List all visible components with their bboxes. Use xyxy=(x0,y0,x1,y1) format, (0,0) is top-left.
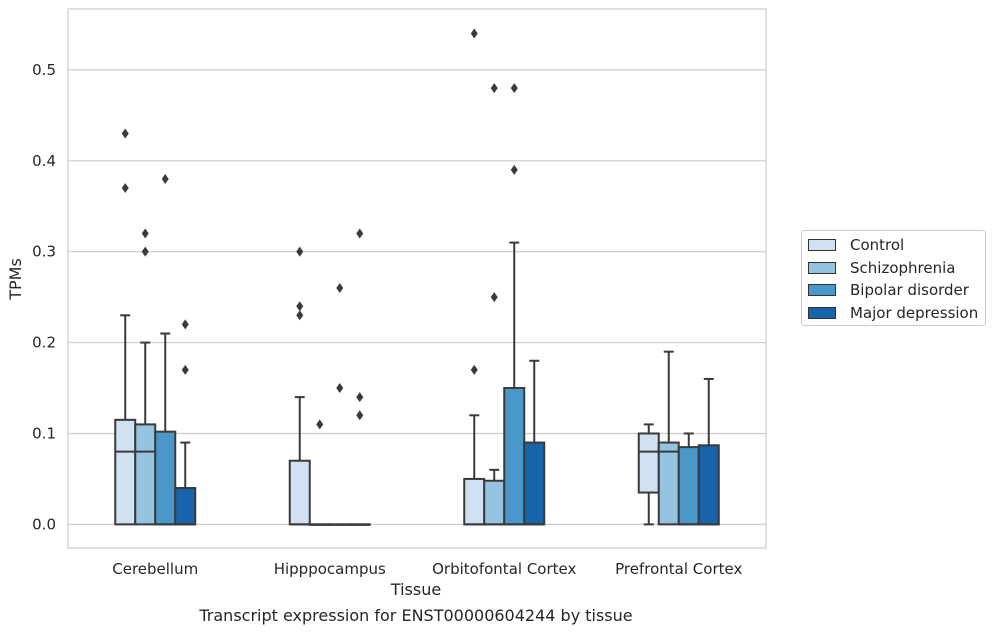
box-group-schizophrenia xyxy=(308,419,331,526)
legend-swatch-bipolar-disorder xyxy=(808,284,836,296)
box-group-schizophrenia xyxy=(483,83,506,526)
box-group-schizophrenia xyxy=(657,350,680,526)
outlier-point xyxy=(336,283,344,294)
outlier-point xyxy=(336,383,344,394)
outlier-point xyxy=(510,83,518,94)
y-tick-label: 0.5 xyxy=(32,61,56,79)
legend-label-bipolar-disorder: Bipolar disorder xyxy=(850,281,969,299)
box-group-control xyxy=(463,28,486,526)
y-tick-label: 0.0 xyxy=(32,515,56,533)
outlier-point xyxy=(510,164,518,175)
box-group-major-depression xyxy=(523,359,546,526)
legend-swatch-major-depression xyxy=(808,307,836,319)
outlier-point xyxy=(121,183,129,194)
plot-frame xyxy=(67,8,767,549)
legend-item-bipolar-disorder: Bipolar disorder xyxy=(808,280,969,300)
box-group-major-depression xyxy=(697,377,720,526)
box xyxy=(174,487,197,526)
legend-swatch-schizophrenia xyxy=(808,262,836,274)
y-axis-ticks: 0.0 0.1 0.2 0.3 0.4 0.5 xyxy=(32,61,56,533)
legend-item-major-depression: Major depression xyxy=(808,303,978,323)
box xyxy=(114,418,137,526)
outlier-point xyxy=(161,173,169,184)
outlier-point xyxy=(181,364,189,375)
outlier-point xyxy=(296,301,304,312)
box xyxy=(288,459,311,526)
box xyxy=(697,444,720,526)
legend: Control Schizophrenia Bipolar disorder M… xyxy=(801,230,986,326)
outlier-point xyxy=(490,83,498,94)
legend-item-schizophrenia: Schizophrenia xyxy=(808,258,955,278)
outlier-point xyxy=(490,292,498,303)
box-group-schizophrenia xyxy=(134,228,157,526)
outlier-point xyxy=(141,246,149,257)
box xyxy=(637,432,660,494)
y-axis-label: TPMs xyxy=(6,258,25,301)
box xyxy=(483,479,506,526)
outlier-point xyxy=(181,319,189,330)
outlier-point xyxy=(296,246,304,257)
y-tick-label: 0.1 xyxy=(32,424,56,442)
legend-swatch-control xyxy=(808,239,836,251)
x-tick-label: Hipppocampus xyxy=(274,560,386,578)
box-group-bipolar-disorder xyxy=(328,283,351,526)
box-group-major-depression xyxy=(174,319,197,526)
outlier-point xyxy=(121,128,129,139)
y-tick-label: 0.3 xyxy=(32,243,56,261)
box-group-control xyxy=(114,128,137,526)
legend-label-major-depression: Major depression xyxy=(850,304,979,322)
x-tick-label: Prefrontal Cortex xyxy=(615,560,742,578)
outlier-point xyxy=(316,419,324,430)
box-group-control xyxy=(637,423,660,526)
box xyxy=(463,477,486,526)
outlier-point xyxy=(141,228,149,239)
box xyxy=(657,441,680,526)
legend-label-schizophrenia: Schizophrenia xyxy=(850,259,956,277)
outlier-point xyxy=(356,392,364,403)
x-axis-ticks: Cerebellum Hipppocampus Orbitofontal Corte… xyxy=(112,560,742,578)
box xyxy=(677,446,700,526)
box xyxy=(503,387,526,526)
box-group-bipolar-disorder xyxy=(503,83,526,526)
box-group-bipolar-disorder xyxy=(677,432,700,526)
boxes xyxy=(114,28,720,526)
box-group-bipolar-disorder xyxy=(154,173,177,526)
x-tick-label: Cerebellum xyxy=(112,560,198,578)
outlier-point xyxy=(356,228,364,239)
x-tick-label: Orbitofontal Cortex xyxy=(432,560,576,578)
y-tick-label: 0.4 xyxy=(32,152,56,170)
box-group-major-depression xyxy=(348,228,371,526)
outlier-point xyxy=(356,410,364,421)
outlier-point xyxy=(470,364,478,375)
box xyxy=(523,441,546,526)
box-group-control xyxy=(288,246,311,526)
chart-caption: Transcript expression for ENST0000060424… xyxy=(199,606,633,625)
box xyxy=(134,423,157,526)
legend-item-control: Control xyxy=(808,235,904,255)
outlier-point xyxy=(296,310,304,321)
x-axis-label: Tissue xyxy=(390,580,441,599)
outlier-point xyxy=(470,28,478,39)
y-tick-label: 0.2 xyxy=(32,334,56,352)
box xyxy=(154,430,177,526)
legend-label-control: Control xyxy=(850,236,905,254)
